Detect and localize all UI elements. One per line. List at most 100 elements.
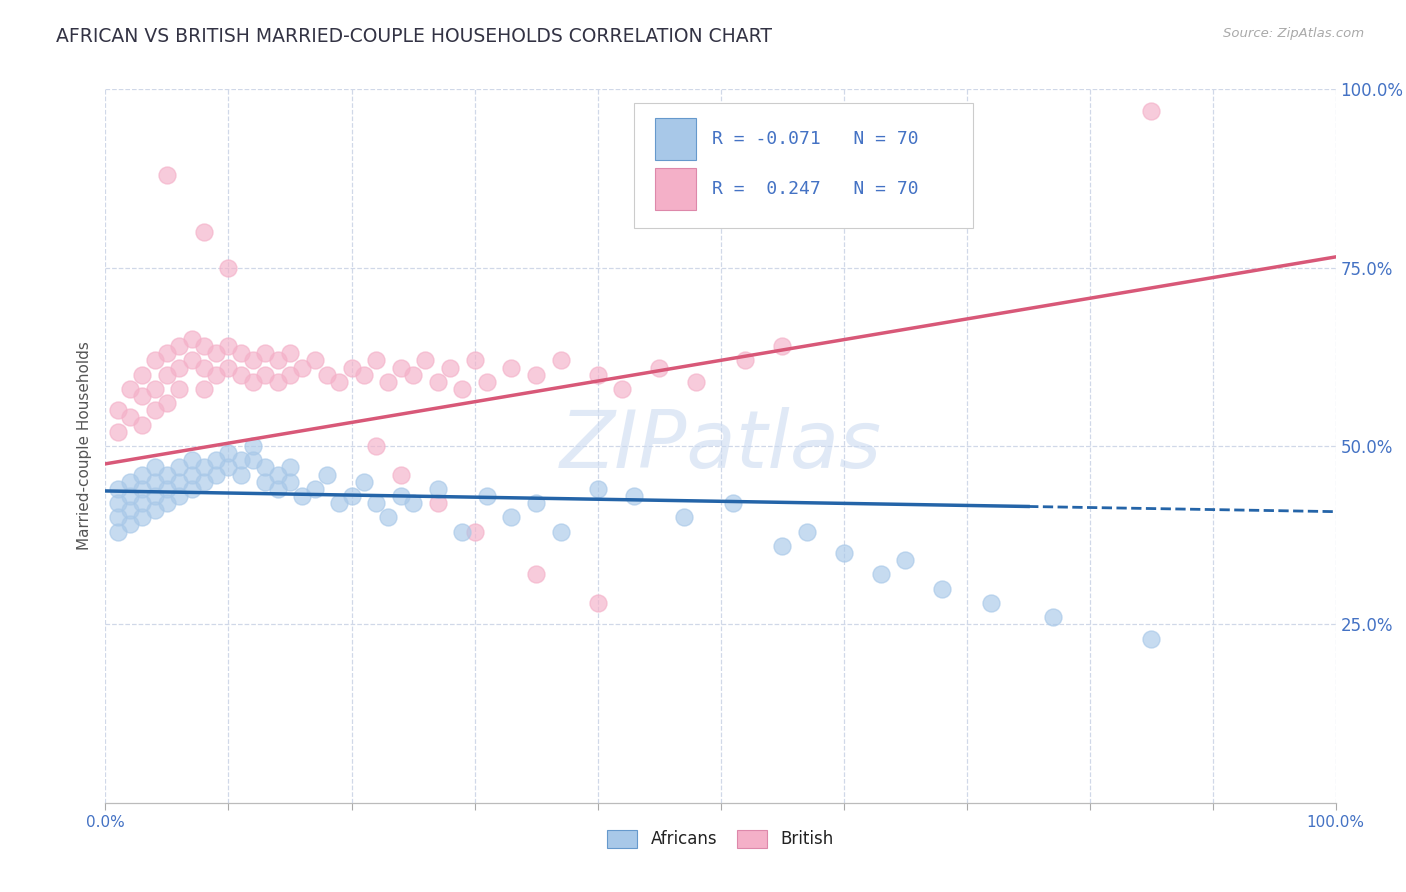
Point <box>218 460 240 475</box>
Point <box>156 467 179 482</box>
Legend: Africans, British: Africans, British <box>600 823 841 855</box>
Point <box>426 496 449 510</box>
Point <box>389 489 412 503</box>
Point <box>315 467 337 482</box>
Point <box>254 346 277 360</box>
Point <box>143 353 166 368</box>
Point <box>180 482 202 496</box>
Point <box>426 375 449 389</box>
Point <box>218 360 240 375</box>
Point <box>254 475 277 489</box>
Point <box>931 582 953 596</box>
Point <box>107 403 129 417</box>
Point <box>278 368 301 382</box>
Point <box>169 382 191 396</box>
Point <box>143 382 166 396</box>
Point <box>278 475 301 489</box>
Point <box>169 489 191 503</box>
Point <box>107 482 129 496</box>
Text: R =  0.247   N = 70: R = 0.247 N = 70 <box>711 180 918 198</box>
Point <box>550 524 572 539</box>
Point <box>107 425 129 439</box>
Point <box>218 260 240 275</box>
Point <box>218 446 240 460</box>
Point <box>205 368 228 382</box>
Point <box>648 360 671 375</box>
Point <box>205 467 228 482</box>
Point <box>156 496 179 510</box>
Point <box>672 510 695 524</box>
Text: ZIPatlas: ZIPatlas <box>560 407 882 485</box>
Point <box>426 482 449 496</box>
Point <box>267 467 290 482</box>
Point <box>524 567 547 582</box>
Point <box>180 353 202 368</box>
Text: R = -0.071   N = 70: R = -0.071 N = 70 <box>711 130 918 148</box>
Point <box>267 353 290 368</box>
Point <box>832 546 855 560</box>
Point <box>353 368 375 382</box>
Point <box>610 382 633 396</box>
FancyBboxPatch shape <box>655 169 696 210</box>
FancyBboxPatch shape <box>634 103 973 228</box>
Text: Source: ZipAtlas.com: Source: ZipAtlas.com <box>1223 27 1364 40</box>
Point <box>193 225 215 239</box>
Point <box>389 467 412 482</box>
Point <box>685 375 707 389</box>
Point <box>267 482 290 496</box>
Point <box>107 510 129 524</box>
Point <box>218 339 240 353</box>
Point <box>229 453 252 467</box>
Point <box>143 460 166 475</box>
Point <box>156 346 179 360</box>
Point <box>242 439 264 453</box>
Point <box>278 346 301 360</box>
Point <box>193 460 215 475</box>
Point <box>501 360 523 375</box>
Point <box>796 524 818 539</box>
Point <box>464 524 486 539</box>
Point <box>524 496 547 510</box>
Point <box>107 496 129 510</box>
Point <box>229 368 252 382</box>
Point <box>770 539 793 553</box>
Point <box>1140 632 1163 646</box>
Point <box>169 339 191 353</box>
Point <box>586 596 609 610</box>
Point <box>143 403 166 417</box>
Point <box>304 482 326 496</box>
Point <box>550 353 572 368</box>
Point <box>451 382 474 396</box>
Point <box>193 475 215 489</box>
Point <box>169 360 191 375</box>
Point <box>734 353 756 368</box>
Point <box>501 510 523 524</box>
Point <box>242 453 264 467</box>
Point <box>464 353 486 368</box>
Point <box>524 368 547 382</box>
Point <box>205 346 228 360</box>
Point <box>131 496 153 510</box>
Point <box>131 482 153 496</box>
Point <box>169 460 191 475</box>
Point <box>291 489 314 503</box>
Point <box>131 510 153 524</box>
Point <box>586 482 609 496</box>
Point <box>366 439 388 453</box>
Point <box>120 382 141 396</box>
Point <box>475 375 498 389</box>
Point <box>328 496 350 510</box>
Point <box>340 360 363 375</box>
Point <box>131 389 153 403</box>
Point <box>366 353 388 368</box>
Text: AFRICAN VS BRITISH MARRIED-COUPLE HOUSEHOLDS CORRELATION CHART: AFRICAN VS BRITISH MARRIED-COUPLE HOUSEH… <box>56 27 772 45</box>
Point <box>402 496 425 510</box>
Point <box>267 375 290 389</box>
Point <box>623 489 645 503</box>
Point <box>205 453 228 467</box>
Point <box>377 375 399 389</box>
Point <box>143 475 166 489</box>
Point <box>315 368 337 382</box>
Point <box>156 168 179 182</box>
Point <box>1140 103 1163 118</box>
